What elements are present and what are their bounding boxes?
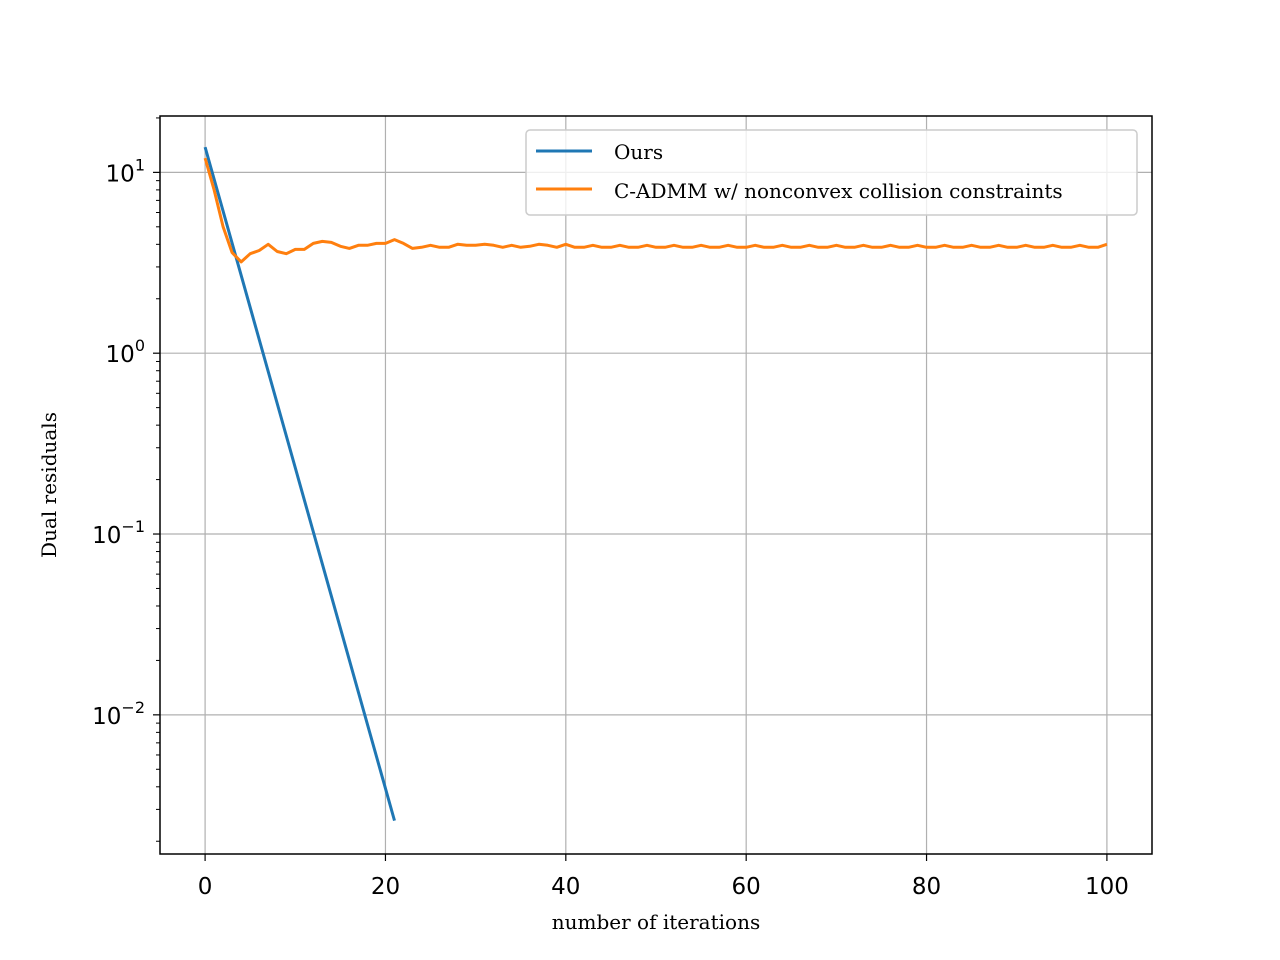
y-tick-label: 10−2 (92, 698, 145, 730)
legend: Ours C-ADMM w/ nonconvex collision const… (525, 129, 1138, 216)
axis-ticks: 0 20 40 60 80 100 10−2 10−1 100 101 (92, 117, 1129, 900)
x-tick-label: 40 (551, 874, 580, 900)
x-tick-label: 60 (732, 874, 761, 900)
legend-label-ours: Ours (614, 140, 663, 164)
y-tick-label: 100 (106, 336, 145, 368)
x-tick-label: 20 (371, 874, 400, 900)
series-layer (203, 146, 1108, 822)
y-tick-label: 10−1 (92, 517, 145, 549)
plot-frame (159, 115, 1153, 855)
x-axis-label: number of iterations (552, 910, 760, 934)
series-line-1 (203, 157, 1108, 264)
x-tick-label: 80 (912, 874, 941, 900)
legend-box (525, 129, 1138, 216)
x-tick-label: 0 (198, 874, 213, 900)
y-axis-label: Dual residuals (37, 412, 61, 558)
y-tick-label: 101 (106, 155, 145, 187)
x-tick-label: 100 (1085, 874, 1129, 900)
grid (160, 116, 1152, 854)
legend-label-cadmm: C-ADMM w/ nonconvex collision constraint… (614, 179, 1063, 203)
